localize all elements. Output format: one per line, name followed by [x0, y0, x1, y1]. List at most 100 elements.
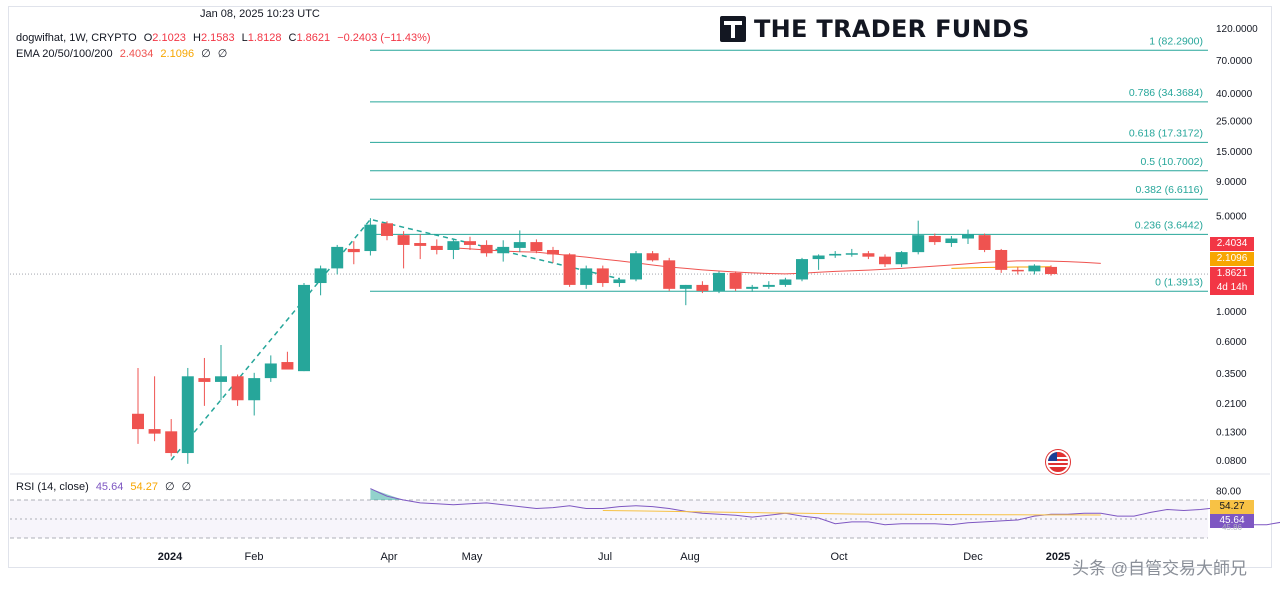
candle-body [1011, 269, 1024, 272]
countdown-tag: 4d 14h [1210, 281, 1254, 295]
rsi-legend-extra2: ∅ [181, 481, 192, 493]
y-axis-tick-label: 0.6000 [1216, 337, 1247, 348]
rsi-tag: 45.64 [1210, 514, 1254, 528]
legend-symbol: dogwifhat, 1W, CRYPTO [16, 32, 137, 44]
candle-body [729, 272, 742, 289]
y-axis-tick-label: 0.3500 [1216, 369, 1247, 380]
candle-body [912, 235, 925, 253]
x-axis-tick-label: Apr [380, 551, 397, 563]
candle-body [198, 378, 211, 382]
brand-name: THE TRADER FUNDS [754, 15, 1030, 43]
candle-body [796, 259, 808, 280]
candle-body [995, 249, 1008, 270]
candle-body [132, 413, 144, 430]
candle-body [414, 243, 427, 246]
candle-body [513, 242, 526, 248]
candle-body [879, 256, 891, 265]
candle-body [314, 268, 327, 284]
candle-body [248, 378, 261, 401]
x-axis-tick-label: Dec [963, 551, 983, 563]
candle-body [580, 268, 593, 285]
candle-body [945, 238, 958, 244]
candle-body [547, 249, 559, 255]
rsi-legend-extra1: ∅ [165, 481, 175, 493]
candle-body [530, 242, 543, 252]
rsi-ma-line [602, 509, 1101, 516]
y-axis-tick-label: 0.0800 [1216, 456, 1247, 467]
candle-body [713, 272, 725, 291]
rsi-axis-tick-label: 80.00 [1216, 487, 1241, 498]
candle-body [663, 260, 676, 289]
y-axis-tick-label: 1.0000 [1216, 307, 1247, 318]
candle-body [430, 245, 443, 250]
ema200-value: ∅ [217, 48, 228, 60]
ema-legend-label: EMA 20/50/100/200 [16, 48, 113, 60]
candle-body [447, 241, 460, 250]
x-axis-tick-label: 2024 [158, 551, 183, 563]
y-axis-tick-label: 0.1300 [1216, 427, 1247, 438]
rsi-ma-tag: 54.27 [1210, 500, 1254, 514]
candle-body [231, 376, 244, 401]
price-legend: dogwifhat, 1W, CRYPTO O2.1023 H2.1583 L1… [16, 32, 435, 44]
y-axis-tick-label: 120.0000 [1216, 24, 1258, 35]
candle-body [165, 431, 178, 454]
fib-level-label: 1 (82.2900) [1149, 35, 1203, 47]
ema20-price-tag: 2.4034 [1210, 237, 1254, 251]
candle-body [1028, 265, 1041, 272]
y-axis-tick-label: 5.0000 [1216, 212, 1247, 223]
fib-level-label: 0.382 (6.6116) [1135, 184, 1203, 196]
legend-low: L1.8128 [241, 32, 282, 44]
candle-body [464, 241, 476, 245]
legend-close: C1.8621 [288, 32, 331, 44]
fib-level-label: 0.786 (34.3684) [1129, 87, 1203, 99]
rsi-legend: RSI (14, close) 45.64 54.27 ∅ ∅ [16, 480, 195, 493]
candle-body [480, 244, 493, 254]
x-axis-tick-label: Feb [245, 551, 264, 563]
us-flag-icon[interactable] [1046, 450, 1070, 474]
candle-body [762, 284, 775, 287]
rsi-line [370, 488, 1280, 526]
y-axis-tick-label: 0.2100 [1216, 399, 1247, 410]
trend-dashed-line [170, 218, 620, 461]
candle-body [679, 284, 692, 289]
candle-body [829, 253, 842, 256]
fib-level-label: 0.236 (3.6442) [1135, 219, 1203, 231]
candle-body [298, 284, 310, 372]
rsi-ma-legend-value: 54.27 [130, 481, 158, 493]
legend-open: O2.1023 [143, 32, 186, 44]
chart-timestamp: Jan 08, 2025 10:23 UTC [200, 8, 320, 20]
candle-body [596, 268, 609, 284]
candle-body [497, 246, 510, 254]
candle-body [148, 429, 161, 434]
candle-body [264, 363, 277, 379]
candle-body [895, 252, 908, 265]
candle-body [613, 279, 626, 284]
candle-body [845, 253, 858, 255]
x-axis-tick-label: 2025 [1046, 551, 1070, 563]
candle-body [347, 248, 360, 253]
rsi-band [10, 500, 1208, 538]
source-watermark: 头条 @自管交易大師兄 [1072, 559, 1247, 578]
fib-level-label: 0.5 (10.7002) [1141, 156, 1203, 168]
candle-body [181, 376, 194, 454]
candle-body [215, 376, 227, 382]
x-axis-tick-label: Oct [830, 551, 847, 563]
candle-body [331, 246, 344, 269]
y-axis-tick-label: 25.0000 [1216, 117, 1253, 128]
y-axis-tick-label: 70.0000 [1216, 56, 1253, 67]
candle-body [630, 253, 642, 280]
candle-body [381, 223, 393, 236]
brand-watermark: THE TRADER FUNDS [720, 14, 1030, 44]
brand-logo-icon [720, 16, 746, 42]
last-price-tag: 1.8621 [1210, 267, 1254, 281]
rsi-legend-value: 45.64 [95, 481, 124, 493]
candle-body [862, 253, 875, 257]
rsi-legend-label: RSI (14, close) [16, 481, 89, 493]
candle-body [696, 284, 709, 291]
ema20-value: 2.4034 [119, 48, 154, 60]
candle-body [646, 253, 659, 261]
y-axis-tick-label: 15.0000 [1216, 147, 1253, 158]
ema50-price-tag: 2.1096 [1210, 252, 1254, 266]
y-axis-tick-label: 9.0000 [1216, 177, 1247, 188]
